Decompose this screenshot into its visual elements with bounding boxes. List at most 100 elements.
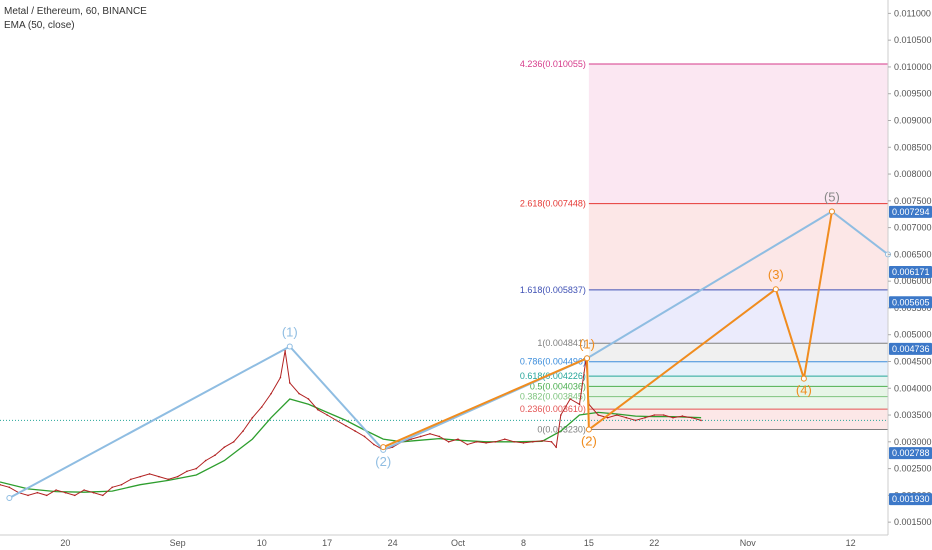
price-point-59 [541,439,543,442]
price-point-75 [672,416,674,419]
wave-blue-label-0: (1) [282,324,298,339]
price-point-45 [410,438,413,440]
fib-label-0.618: 0.618(0.004226) [520,371,586,381]
fib-label-2.618: 2.618(0.007448) [520,199,586,209]
price-point-3 [27,494,29,497]
wave-orange-vertex-2 [585,426,592,433]
x-tick-1: Sep [170,538,186,548]
y-tick-0: 0.001500 [894,517,932,527]
price-point-12 [111,486,113,489]
fib-label-0.382: 0.382(0.003845) [520,392,586,402]
price-point-78 [700,419,702,422]
price-point-57 [522,442,525,444]
x-tick-2: 10 [257,538,267,548]
price-point-41 [373,443,375,446]
price-point-24 [223,446,226,448]
y-tick-16: 0.009500 [894,89,932,99]
x-tick-5: Oct [451,538,466,548]
price-point-0 [0,483,1,486]
price-badge-bg-4 [889,447,932,460]
fibonacci-extension: 0(0.003230) 0.236(0.003610) 0.382(0.003845… [520,59,888,434]
fib-zone-2.618 [588,203,888,290]
x-tick-3: 17 [322,538,332,548]
price-point-50 [457,438,459,440]
y-tick-12: 0.007500 [894,196,932,206]
fib-zone-0.786 [588,361,888,377]
chart-title: Metal / Ethereum, 60, BINANCE [4,6,147,17]
price-badge-bg-1 [889,265,932,278]
x-tick-9: Nov [740,538,757,548]
wave-orange-label-2: (3) [768,267,784,282]
x-tick-4: 24 [388,538,398,548]
y-tick-3: 0.003000 [894,437,932,447]
price-point-25 [232,441,235,443]
price-point-13 [120,483,123,486]
fib-zone-0.236 [588,409,888,430]
price-point-49 [447,441,450,443]
wave-orange[interactable]: (1) (2) (3) (4) (5) [380,190,840,451]
price-badge-bg-0 [889,205,932,218]
fib-zone-1 [588,343,888,362]
price-badge-bg-5 [889,493,932,506]
wave-blue-vertex-1 [286,343,293,350]
y-tick-18: 0.010500 [894,35,932,45]
price-point-60 [550,441,553,443]
fib-zone-0.382 [588,396,888,410]
fib-zone-0.618 [588,376,888,387]
price-point-63 [569,398,571,400]
wave-orange-vertex-5 [828,208,835,215]
y-tick-7: 0.005000 [894,330,932,340]
price-point-27 [251,416,254,419]
price-point-26 [242,430,244,432]
fib-zone-4.236 [588,63,888,204]
price-point-55 [503,438,506,440]
fib-label-1.618: 1.618(0.005837) [520,285,586,295]
wave-blue-path [8,210,889,499]
x-tick-10: 12 [846,538,856,548]
price-point-73 [653,414,656,416]
price-point-67 [597,414,600,416]
price-point-58 [532,441,534,443]
fib-label-0.236: 0.236(0.003610) [520,404,586,414]
y-tick-11: 0.007000 [894,223,932,233]
y-tick-9: 0.006000 [894,276,932,286]
price-point-54 [494,441,497,443]
y-tick-15: 0.009000 [894,115,932,125]
wave-orange-vertex-0 [380,444,387,451]
price-point-35 [317,408,319,411]
wave-blue-label-1: (2) [375,454,391,469]
fib-label-0.5: 0.5(0.004036) [530,381,586,391]
price-point-18 [167,478,170,481]
x-tick-6: 8 [521,538,526,548]
wave-orange-label-3: (4) [796,383,812,398]
wave-orange-label-0: (1) [579,336,595,351]
price-point-56 [513,441,515,443]
x-axis: 20 Sep 10 17 24 Oct 8 15 22 Nov 12 [0,534,888,548]
price-point-23 [214,454,216,457]
y-tick-5: 0.004000 [894,383,932,393]
fib-label-4.236: 4.236(0.010055) [520,59,586,69]
price-point-48 [438,435,441,438]
price-point-74 [662,414,665,416]
y-axis[interactable]: 0.0015000.0020000.0025000.0030000.003500… [887,0,932,535]
price-point-15 [139,475,142,478]
fib-label-0.786: 0.786(0.004496) [520,357,586,367]
wave-orange-label-4: (5) [824,190,840,205]
price-badge-4: 0.002788 [892,448,930,458]
price-point-70 [625,416,628,419]
price-point-47 [429,432,431,435]
price-point-53 [485,442,487,444]
wave-orange-path [382,211,833,449]
ema-line [0,398,702,493]
price-badge-2: 0.005605 [892,297,930,307]
x-tick-0: 20 [60,538,70,548]
price-point-32 [288,382,291,384]
price-point-46 [419,435,422,438]
x-tick-7: 15 [584,538,594,548]
price-point-51 [466,443,469,446]
y-tick-6: 0.004500 [894,356,932,366]
price-point-69 [616,414,618,416]
price-point-62 [560,414,562,416]
price-point-16 [148,473,151,475]
